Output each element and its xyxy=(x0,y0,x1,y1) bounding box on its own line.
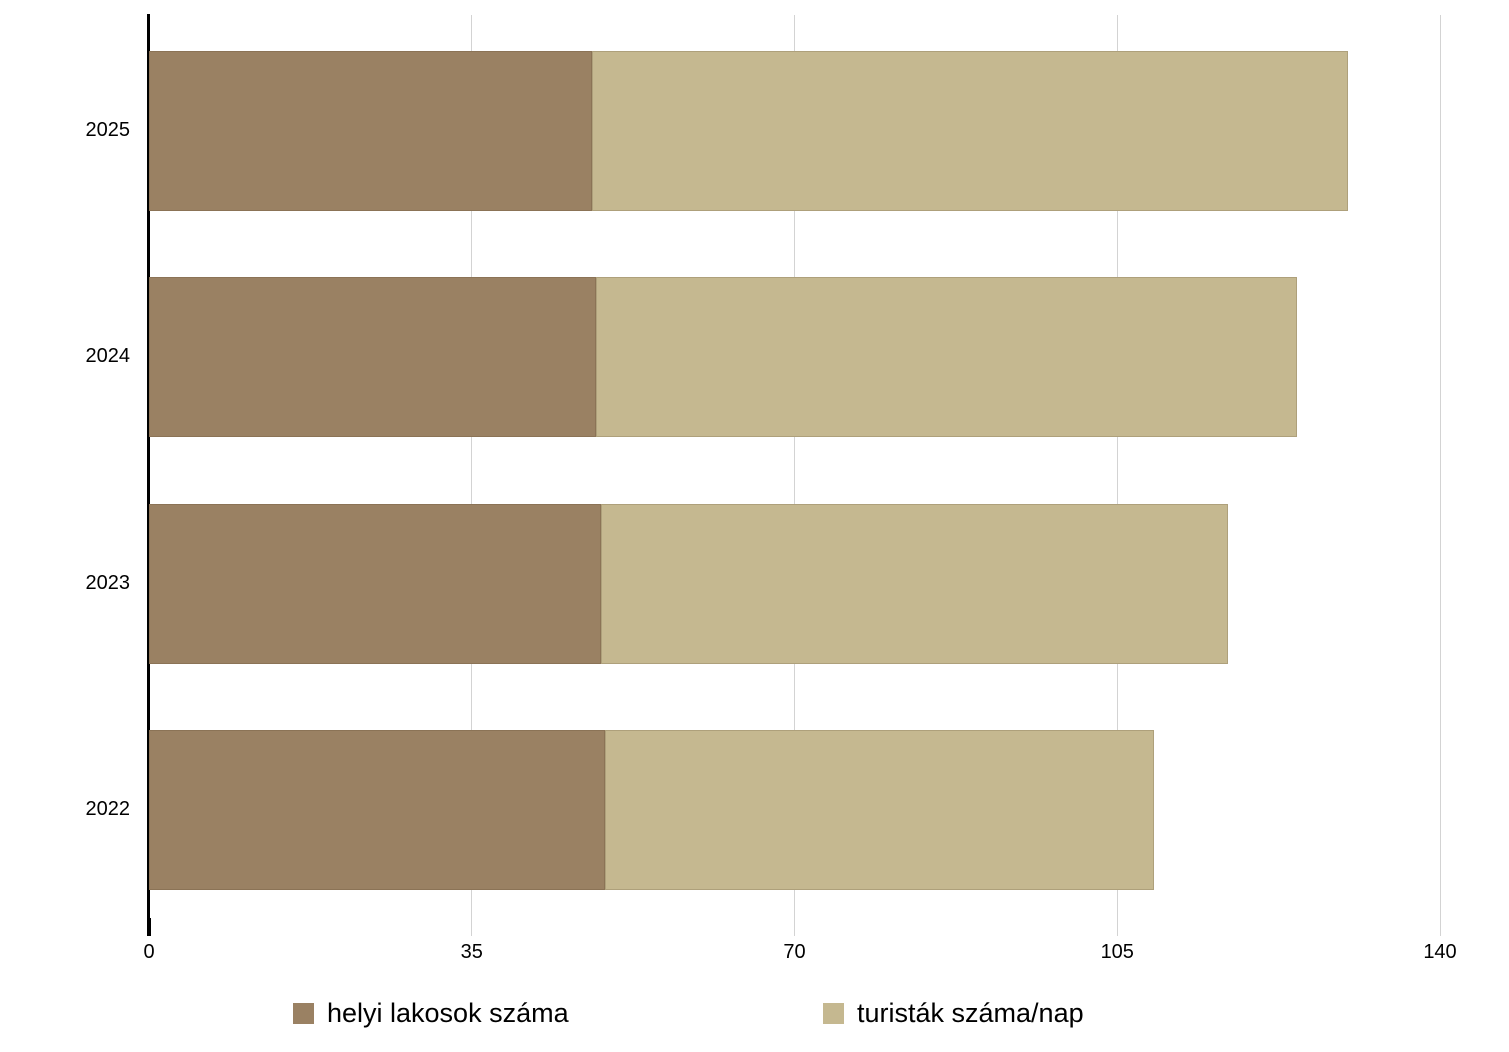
legend-label: helyi lakosok száma xyxy=(327,998,569,1028)
x-axis-tick xyxy=(1116,918,1118,936)
gridline xyxy=(471,15,473,934)
y-axis-category-label: 2023 xyxy=(85,571,131,594)
y-axis-category-label: 2024 xyxy=(85,345,131,368)
legend-item: helyi lakosok száma xyxy=(293,998,569,1029)
bar-segment-series0-2022 xyxy=(149,729,606,890)
legend-swatch xyxy=(293,1003,314,1024)
x-axis-tick-label: 0 xyxy=(143,941,155,963)
legend-label: turisták száma/nap xyxy=(857,998,1084,1028)
legend-item: turisták száma/nap xyxy=(823,998,1084,1029)
y-axis-line xyxy=(146,14,150,936)
legend-swatch xyxy=(823,1003,844,1024)
bar-segment-series1-2023 xyxy=(600,503,1228,664)
bar-segment-series0-2024 xyxy=(149,277,597,438)
gridline xyxy=(794,15,795,934)
x-axis-tick-label: 105 xyxy=(1100,941,1134,963)
x-axis-tick xyxy=(471,918,473,936)
y-axis-category-label: 2022 xyxy=(85,797,131,820)
bar-segment-series1-2025 xyxy=(591,51,1348,211)
x-axis-tick-label: 35 xyxy=(460,941,483,963)
gridline xyxy=(1116,15,1118,934)
x-axis-tick-label: 70 xyxy=(783,941,806,963)
gridline xyxy=(1439,15,1441,934)
x-axis-tick-label: 140 xyxy=(1423,941,1457,963)
x-axis-tick xyxy=(794,918,795,936)
bar-segment-series0-2025 xyxy=(149,51,592,211)
y-axis-category-label: 2025 xyxy=(85,119,131,141)
bar-segment-series1-2024 xyxy=(596,277,1298,438)
bar-segment-series1-2022 xyxy=(605,729,1155,890)
x-axis-tick xyxy=(1439,918,1441,936)
bar-segment-series0-2023 xyxy=(149,503,601,664)
